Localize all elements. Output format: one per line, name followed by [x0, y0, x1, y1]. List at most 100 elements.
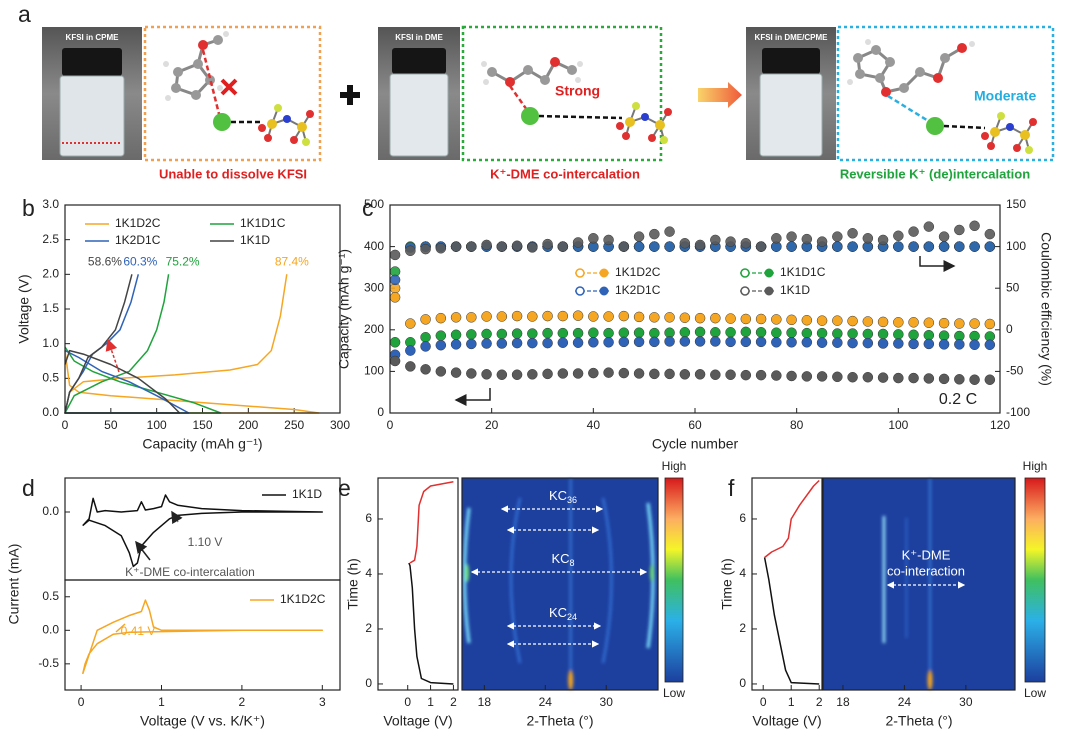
capacity-marker: [984, 318, 996, 330]
ce-marker: [649, 241, 660, 252]
heatmap-streak: [568, 670, 574, 690]
y-tick-label: 200: [364, 322, 384, 336]
capacity-marker: [923, 317, 935, 328]
y-tick-label: 4: [365, 566, 372, 580]
capacity-marker: [847, 371, 858, 383]
x-tick-label: 50: [104, 418, 118, 432]
y-tick-label: 1.5: [42, 301, 59, 315]
x-tick-label: 40: [587, 418, 601, 432]
x-tick-label: 30: [959, 695, 973, 709]
phase-sub: 36: [567, 495, 577, 505]
cpme-molecule: [163, 31, 229, 101]
solvent-molecules: [847, 39, 975, 97]
ce-marker: [740, 238, 752, 249]
capacity-marker: [679, 369, 691, 380]
plot-frame: [64, 204, 341, 414]
capacity-marker: [954, 318, 965, 329]
capacity-marker: [511, 328, 523, 339]
capacity-marker: [496, 338, 508, 349]
panel-letter: d: [22, 475, 35, 501]
y-tick-label: 0.5: [42, 589, 59, 603]
x-tick-label: 0: [387, 418, 394, 432]
ce-marker: [588, 233, 599, 244]
ce-marker: [435, 243, 447, 254]
y-tick-label: 0: [739, 676, 746, 690]
heatmap-background: [462, 478, 658, 690]
capacity-marker: [496, 369, 508, 380]
annotation-arrow: [115, 623, 126, 633]
ce-marker: [496, 241, 508, 252]
legend-label: 1K2D1C: [615, 283, 661, 297]
ce-marker: [694, 239, 706, 251]
x-tick-label: 100: [888, 418, 908, 432]
heatmap-note: K⁺-DME: [902, 547, 951, 562]
ce-marker: [542, 238, 553, 250]
plot-frame: [377, 477, 459, 691]
capacity-marker: [954, 339, 965, 350]
ce-marker: [466, 241, 477, 252]
capacity-marker: [908, 372, 919, 384]
capacity-marker: [755, 313, 767, 325]
x-tick-label: 2: [816, 695, 823, 709]
capacity-marker: [450, 312, 462, 323]
capacity-marker: [496, 328, 508, 340]
x-tick-label: 100: [147, 418, 167, 432]
legend-swatch: [599, 286, 609, 296]
ce-marker: [908, 241, 919, 252]
legend-label: 1K1D: [780, 283, 810, 297]
cross-mark: [220, 78, 238, 96]
ce-marker: [527, 242, 538, 253]
ce-marker: [557, 241, 569, 252]
capacity-marker: [588, 337, 599, 348]
ce-marker: [649, 228, 660, 240]
capacity-marker: [877, 338, 889, 349]
ce-marker: [389, 274, 401, 286]
x-axis-label: 2-Theta (°): [885, 713, 952, 729]
capacity-marker: [420, 332, 431, 343]
series-line: [81, 599, 324, 675]
legend-swatch: [599, 268, 609, 278]
capacity-marker: [527, 328, 538, 339]
capacity-marker: [786, 314, 797, 326]
capacity-marker: [862, 371, 874, 383]
fsi-molecule: [615, 101, 673, 145]
capacity-marker: [633, 311, 645, 323]
legend-label: 1K1D: [292, 487, 322, 501]
capacity-marker: [481, 369, 492, 380]
capacity-marker: [588, 327, 599, 338]
capacity-marker: [450, 329, 462, 341]
series-annotation: 58.6%: [88, 255, 122, 269]
vial-glass: [59, 75, 125, 157]
capacity-marker: [832, 337, 843, 348]
ce-marker: [481, 239, 492, 251]
capacity-marker: [801, 314, 813, 326]
capacity-marker: [557, 310, 569, 322]
ce-marker: [893, 230, 904, 242]
ce-marker: [786, 241, 797, 252]
capacity-marker: [862, 337, 874, 349]
x-tick-label: 300: [330, 418, 350, 432]
capacity-marker: [679, 312, 691, 323]
capacity-marker: [435, 339, 447, 351]
x-tick-label: 30: [600, 695, 614, 709]
capacity-marker: [862, 316, 874, 327]
x-axis-label: Voltage (V): [752, 713, 821, 729]
x-tick-label: 80: [790, 418, 804, 432]
ce-marker: [633, 241, 645, 252]
capacity-marker: [664, 312, 675, 323]
legend-label: 1K1D2C: [280, 592, 326, 606]
capacity-marker: [694, 326, 706, 338]
ce-marker: [969, 220, 980, 232]
ce-marker: [420, 243, 431, 255]
colorbar: [664, 477, 684, 683]
y-tick-label: 2.0: [42, 267, 59, 281]
x-axis-label: Voltage (V): [383, 713, 452, 729]
overlays: KC36 KC8 KC24 K⁺-DME co-interaction: [105, 256, 966, 648]
capacity-marker: [405, 318, 416, 329]
vial-cap: [762, 48, 820, 74]
x-tick-label: 2: [239, 695, 246, 709]
y-axis-label: Voltage (V): [16, 274, 32, 343]
ce-marker: [725, 236, 736, 247]
capacity-marker: [649, 312, 660, 323]
